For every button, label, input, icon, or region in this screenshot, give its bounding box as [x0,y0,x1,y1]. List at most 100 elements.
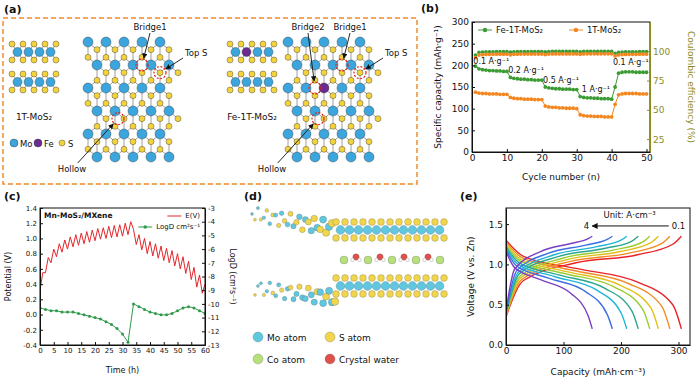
marker [529,97,533,101]
tick-mark [472,130,475,131]
legend: Fe-1T-MoS₂1T-MoS₂ [478,25,621,35]
s-atom [53,57,59,63]
chart-title: Mn-MoS₂/MXene [44,211,113,220]
s-atom [312,139,318,145]
s-atom [94,93,100,99]
marker [536,78,540,82]
series-line [475,66,646,99]
marker [631,52,635,56]
s-atom [53,41,59,47]
marker [547,86,551,90]
tick: 50 [647,105,665,115]
tick-mark [40,269,43,270]
atom [268,222,272,226]
chart-panel: (e)01002003000.00.51.01.5Capacity (mAh·c… [460,190,691,377]
tick-label: -12 [208,328,219,336]
mo-atom [301,129,311,139]
marker [132,302,135,305]
marker [522,77,526,81]
atom [259,218,262,221]
s-atom [387,235,394,242]
atom [302,296,308,302]
tick-mark [506,305,509,306]
atom [320,216,327,223]
atom [291,297,296,302]
marker [585,96,589,100]
tick-label: 100 [555,346,572,356]
marker [515,52,519,56]
tick-label: 30 [571,153,583,163]
s-atom [260,41,266,47]
marker [638,92,642,96]
marker [631,92,635,96]
tick: -4 [202,218,216,226]
marker [508,76,512,80]
y-axis: -0.4-0.20.00.20.40.60.81.01.21.4 [23,205,43,350]
marker [610,52,614,56]
s-atom [103,100,109,106]
mo-atom [354,282,363,291]
s-atom [42,41,48,47]
marker [610,115,614,119]
atom [305,219,311,225]
marker [550,52,554,56]
marker [578,95,582,99]
tick: 250 [452,39,475,49]
atom [253,218,256,221]
site-arrow [366,58,383,69]
marker [526,52,530,56]
marker [624,92,628,96]
s-atom [227,71,233,77]
tick-mark [647,51,650,52]
tick-mark [507,149,508,152]
s-atom [53,87,59,93]
mo-atom [417,226,426,235]
marker [481,92,485,96]
series-line [506,242,670,329]
mo-atom [46,48,55,57]
atom [305,285,311,291]
mo-atom [337,37,347,47]
tick-label: -5 [208,232,215,240]
marker [613,85,617,89]
s-atom [94,77,100,83]
marker [502,92,506,96]
co-atom [364,256,372,264]
marker [547,105,551,109]
tick: 5 [52,342,56,355]
y-axis-title: Voltage (V vs. Zn) [466,236,476,316]
marker [512,96,516,100]
tick-label: 0.4 [26,281,38,289]
marker [634,52,638,56]
co-atom [412,256,420,264]
marker [50,309,53,312]
tick: 0.6 [26,266,43,274]
panel-letter: (d) [244,190,262,203]
mo-atom [119,37,129,47]
s-atom [249,87,255,93]
marker [627,52,631,56]
tick-mark [621,342,622,345]
s-atom [321,100,327,106]
s-atom [20,41,26,47]
x-axis: 01020304050 [470,149,653,163]
s-atom [303,146,309,152]
site-arrow [308,33,314,81]
tick: 55 [187,342,196,355]
mo-atom [283,37,293,47]
tick-mark [95,342,96,345]
s-atom [85,54,91,60]
s-atom [378,275,385,282]
s-atom [294,77,300,83]
tick-label: 0 [504,346,510,356]
marker [533,78,537,82]
mo-atom [137,83,147,93]
tick-mark [81,342,82,345]
annotation: 0.1 A·g⁻¹ [613,58,649,67]
tick-mark [40,284,43,285]
marker [498,92,502,96]
s-atom [333,275,340,282]
s-atom [333,219,340,226]
tick: 40 [146,342,155,355]
marker [554,87,558,91]
